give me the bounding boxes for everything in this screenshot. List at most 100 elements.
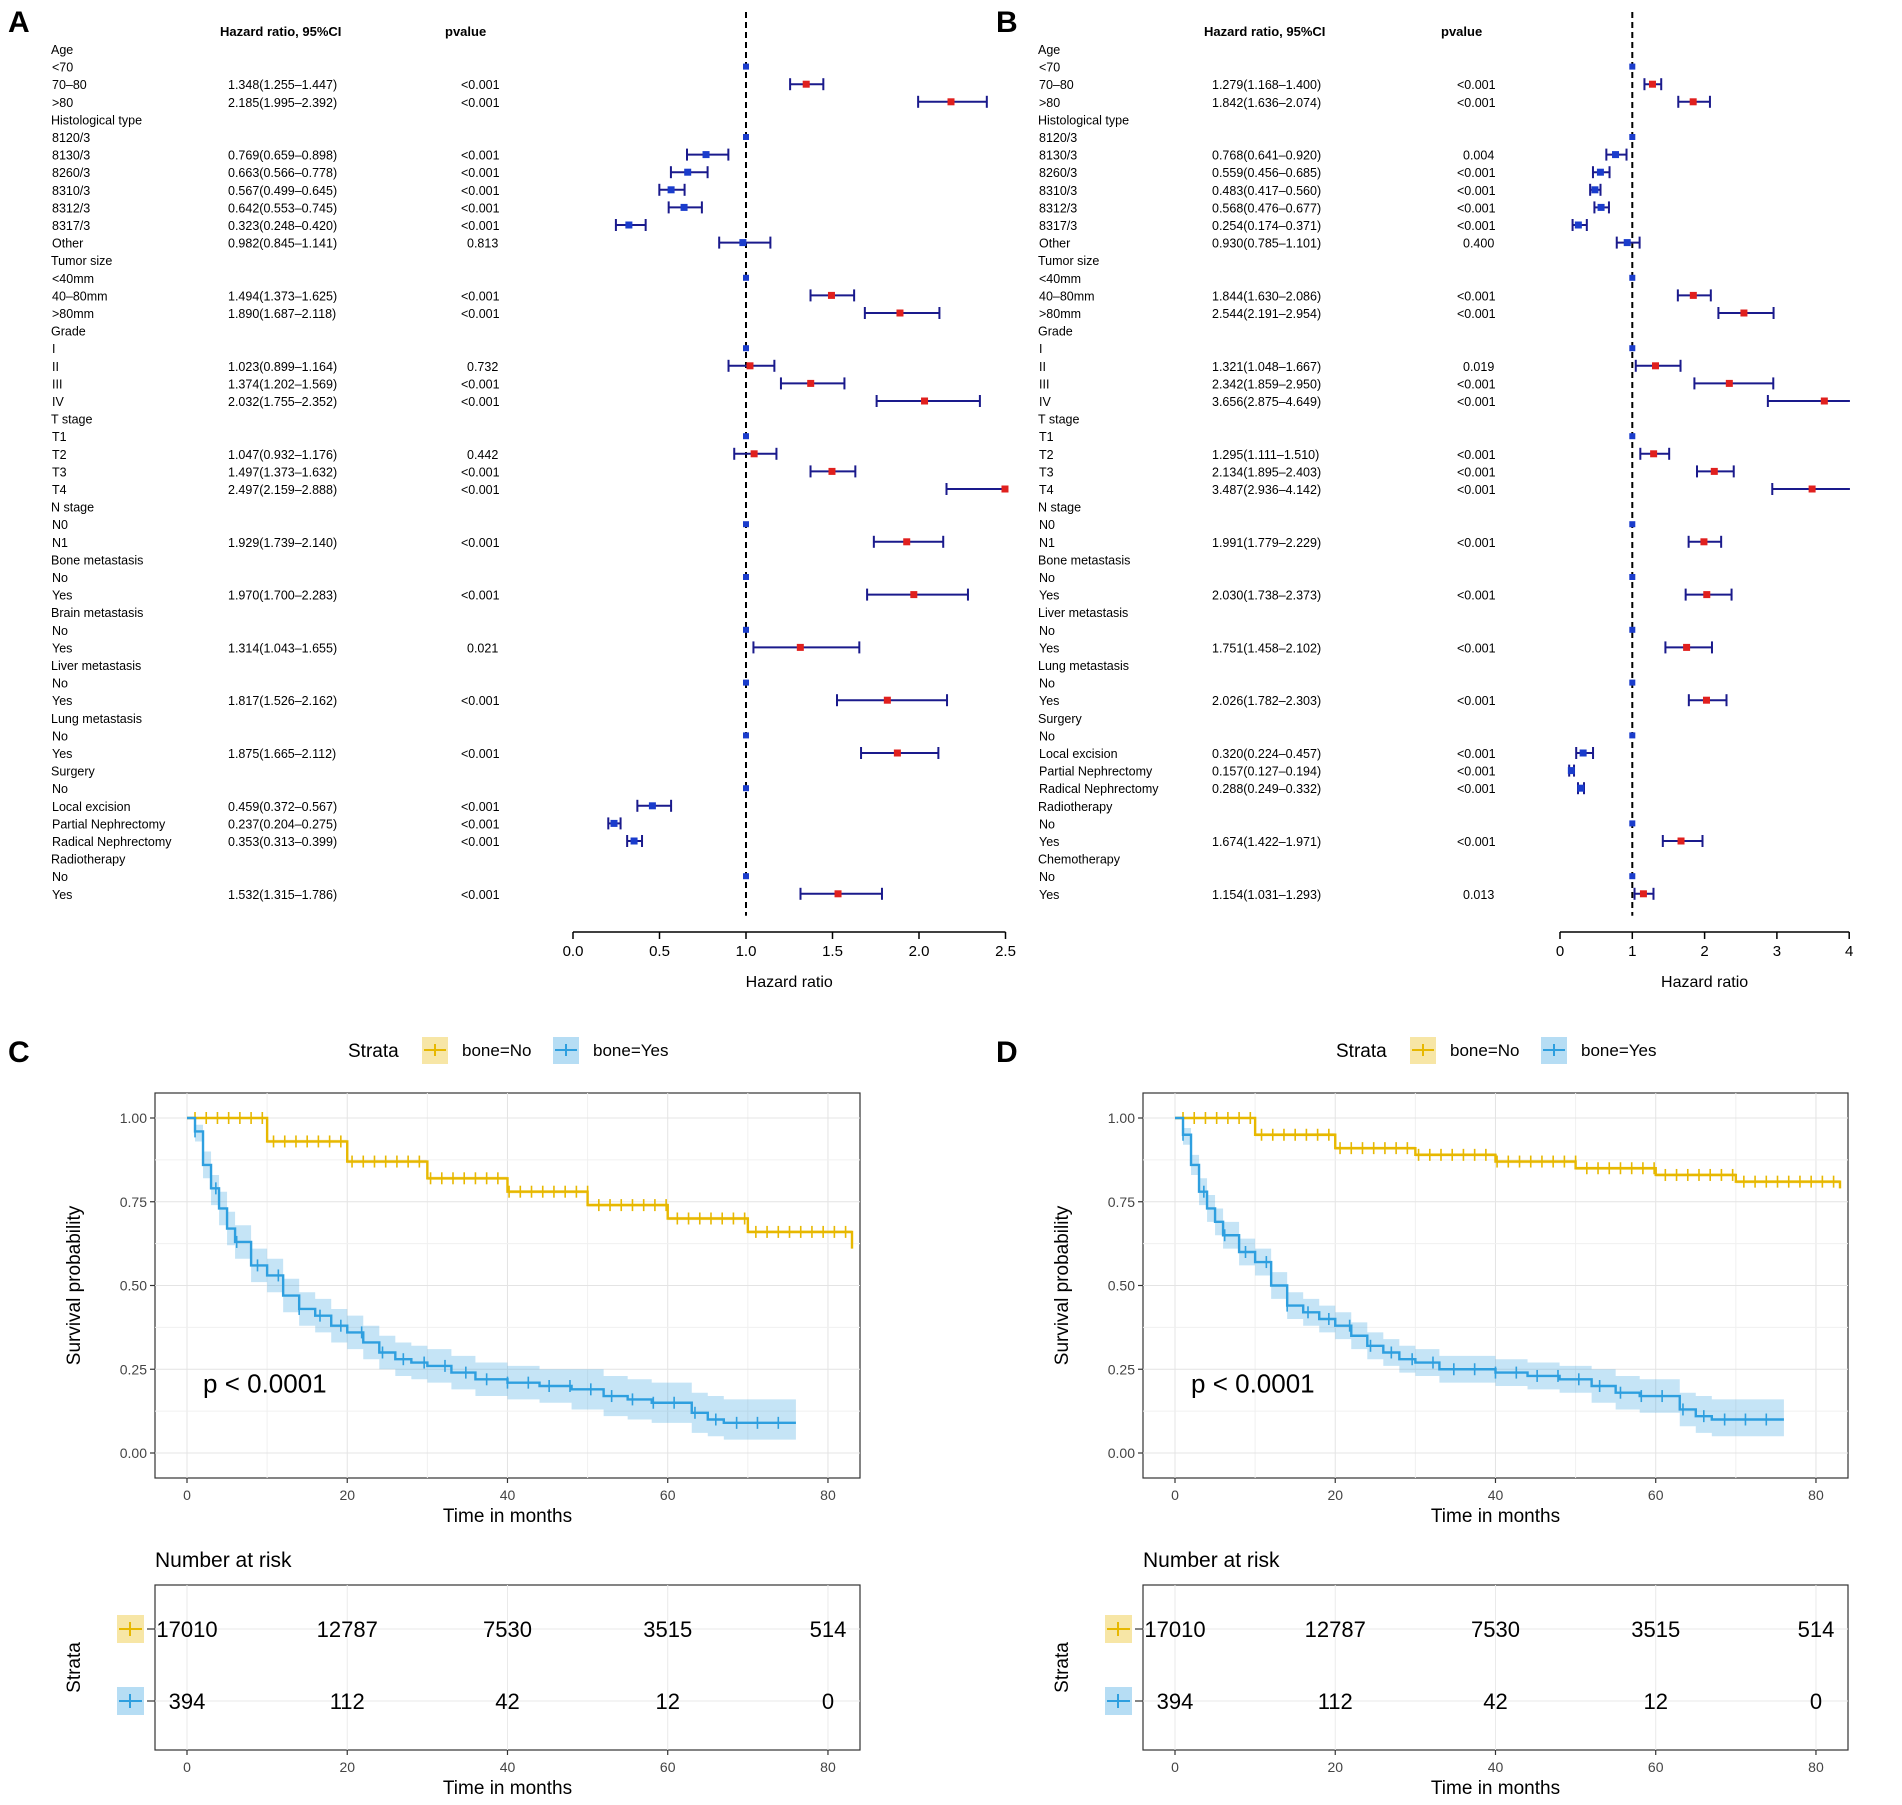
risk-x-tick-label: 80 [820,1759,836,1775]
risk-x-tick-label: 80 [1808,1759,1824,1775]
y-tick-label: 0.75 [1108,1194,1135,1210]
hr-ci-text: 0.288(0.249–0.332) [1212,782,1321,796]
pvalue-text: <0.001 [1457,536,1496,550]
legend-label: bone=Yes [1581,1041,1656,1060]
pvalue-text: <0.001 [1457,96,1496,110]
pvalue-text: <0.001 [461,536,500,550]
pvalue-text: <0.001 [461,184,500,198]
group-header: Tumor size [1038,254,1099,268]
hr-ci-text: 2.134(1.895–2.403) [1212,465,1321,479]
pvalue-text: <0.001 [1457,307,1496,321]
pvalue-column-header: pvalue [1441,24,1482,39]
row-label: Local excision [1039,747,1118,761]
risk-x-tick-label: 40 [1488,1759,1504,1775]
risk-count: 7530 [483,1617,532,1642]
hr-point [1597,203,1605,211]
row-label: 8130/3 [1039,149,1077,163]
reference-point [1629,626,1636,633]
row-label: Yes [52,694,72,708]
risk-count: 12 [1643,1689,1667,1714]
row-label: 8312/3 [52,201,90,215]
hr-ci-text: 1.374(1.202–1.569) [228,377,337,391]
hr-point [921,397,929,405]
row-label: >80mm [52,307,94,321]
row-label: 40–80mm [52,289,108,303]
pvalue-text: <0.001 [461,483,500,497]
pvalue-text: 0.732 [467,360,498,374]
hr-point [1683,643,1691,651]
reference-point [1629,820,1636,827]
y-tick-label: 0.25 [120,1361,147,1377]
pvalue-text: <0.001 [1457,289,1496,303]
row-label: Radical Nephrectomy [1039,782,1159,796]
x-tick-label: 1.5 [822,943,843,960]
pvalue-text: <0.001 [1457,166,1496,180]
row-label: 8312/3 [1039,201,1077,215]
hr-point [1612,151,1620,159]
pvalue-text: 0.813 [467,237,498,251]
hr-point [1639,890,1647,898]
group-header: Surgery [1038,712,1083,726]
reference-point [743,873,749,880]
group-header: Lung metastasis [51,712,142,726]
row-label: Yes [52,747,72,761]
legend-title: Strata [1336,1041,1387,1062]
row-label: N1 [1039,536,1055,550]
hr-point [1001,485,1009,493]
reference-point [743,134,749,140]
row-label: T4 [52,483,67,497]
hr-point [1703,591,1711,599]
pvalue-text: <0.001 [461,835,500,849]
panel-label: A [8,6,30,39]
row-label: <70 [52,61,73,75]
hr-point [750,450,758,458]
reference-point [1629,63,1636,70]
risk-count: 3515 [643,1617,692,1642]
hr-point [1579,749,1587,757]
hr-ci-text: 0.459(0.372–0.567) [228,800,337,814]
hr-point [834,890,842,898]
group-header: Bone metastasis [1038,553,1130,567]
x-tick-label: 0.5 [649,943,670,960]
hr-ci-text: 0.483(0.417–0.560) [1212,184,1321,198]
row-label: N1 [52,536,68,550]
risk-count: 17010 [1144,1617,1205,1642]
hr-point [680,203,688,211]
row-label: 70–80 [1039,78,1074,92]
pvalue-text: <0.001 [1457,747,1496,761]
row-label: 8260/3 [1039,166,1077,180]
risk-count: 12787 [317,1617,378,1642]
pvalue-text: <0.001 [1457,219,1496,233]
row-label: 40–80mm [1039,289,1095,303]
row-label: No [1039,870,1055,884]
hr-point [739,239,747,247]
risk-y-axis-title: Strata [1052,1642,1073,1693]
pvalue-text: <0.001 [1457,377,1496,391]
hr-ci-text: 0.642(0.553–0.745) [228,201,337,215]
pvalue-text: <0.001 [461,149,500,163]
hr-ci-text: 1.875(1.665–2.112) [228,747,336,761]
reference-point [743,732,749,739]
group-header: Bone metastasis [51,553,143,567]
x-tick-label: 80 [1808,1487,1824,1503]
hr-point [796,643,804,651]
risk-count: 0 [1810,1689,1822,1714]
pvalue-text: <0.001 [461,817,500,831]
pvalue-text: <0.001 [1457,395,1496,409]
hr-point [883,696,891,704]
group-header: Grade [1038,325,1073,339]
x-axis-title: Time in months [443,1506,572,1527]
row-label: Yes [1039,888,1059,902]
hr-point [1710,467,1718,475]
panel-label: D [996,1036,1018,1069]
row-label: 8317/3 [1039,219,1077,233]
hr-ci-text: 1.817(1.526–2.162) [228,694,337,708]
row-label: 8317/3 [52,219,90,233]
hr-ci-text: 2.030(1.738–2.373) [1212,589,1321,603]
row-label: Yes [52,641,72,655]
y-tick-label: 1.00 [120,1110,147,1126]
row-label: T4 [1039,483,1054,497]
x-axis-title: Hazard ratio [746,974,833,991]
legend-label: bone=No [462,1041,531,1060]
y-tick-label: 0.50 [1108,1278,1135,1294]
